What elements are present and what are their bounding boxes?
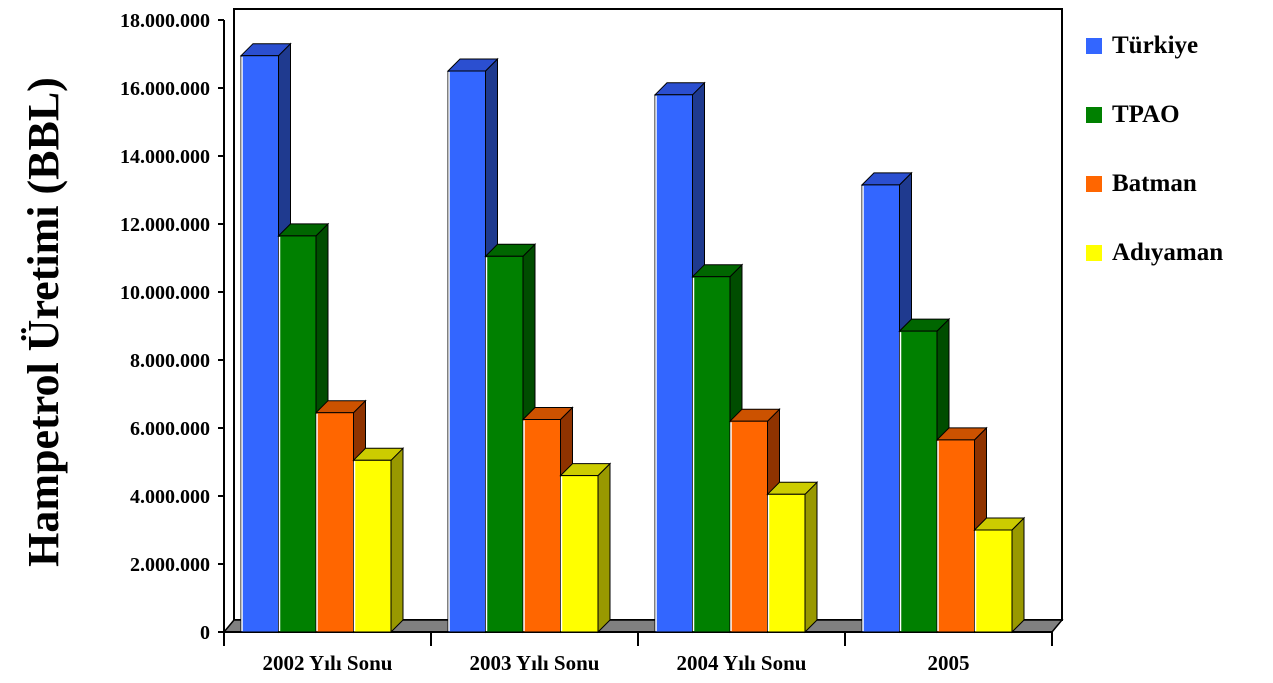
legend-swatch-tpao xyxy=(1086,107,1102,123)
bar-front xyxy=(936,439,975,633)
bar-front xyxy=(861,184,900,633)
legend-swatch-turkiye xyxy=(1086,38,1102,54)
bar xyxy=(860,171,913,634)
bar-front xyxy=(353,459,392,633)
y-tick-label: 10.000.000 xyxy=(120,282,210,304)
bars-group xyxy=(239,42,1026,634)
legend-item-tpao: TPAO xyxy=(1086,95,1180,135)
x-axis-ticks: 2002 Yılı Sonu 2003 Yılı Sonu 2004 Yılı So… xyxy=(223,632,1053,675)
y-tick-label: 6.000.000 xyxy=(130,418,210,440)
bar-front xyxy=(899,330,938,633)
bar-front xyxy=(560,475,599,633)
y-tick-label: 4.000.000 xyxy=(130,486,210,508)
bar-side xyxy=(804,481,818,634)
legend-item-adiyaman: Adıyaman xyxy=(1086,233,1223,273)
y-tick-label: 0 xyxy=(200,622,210,644)
y-tick-label: 2.000.000 xyxy=(130,554,210,576)
bar xyxy=(935,426,988,634)
y-axis-label: Hampetrol Üretimi (BBL) xyxy=(19,77,68,567)
bar-front xyxy=(278,235,317,633)
bar xyxy=(352,447,405,634)
legend-label-batman: Batman xyxy=(1112,170,1197,197)
legend-item-turkiye: Türkiye xyxy=(1086,26,1198,66)
bar-side xyxy=(1011,516,1025,634)
bar xyxy=(973,516,1026,634)
legend-swatch-adiyaman xyxy=(1086,245,1102,261)
bar xyxy=(559,462,612,634)
y-tick-label: 18.000.000 xyxy=(120,10,210,32)
y-axis-ticks: 0 2.000.000 4.000.000 6.000.000 8.000.000 10.… xyxy=(120,10,224,644)
bar-front xyxy=(974,529,1013,633)
x-tick-label: 2004 Yılı Sonu xyxy=(677,651,807,675)
bar-side xyxy=(390,447,404,634)
y-tick-label: 14.000.000 xyxy=(120,146,210,168)
bar-front xyxy=(522,419,561,633)
x-tick-label: 2002 Yılı Sonu xyxy=(263,651,393,675)
x-tick-label: 2003 Yılı Sonu xyxy=(470,651,600,675)
legend-label-turkiye: Türkiye xyxy=(1112,32,1199,59)
x-tick-label: 2005 xyxy=(928,651,970,675)
bar-front xyxy=(240,55,279,633)
legend-label-adiyaman: Adıyaman xyxy=(1112,239,1224,266)
bar-front xyxy=(729,420,768,633)
bar xyxy=(766,481,819,634)
bar xyxy=(653,81,706,634)
legend-item-batman: Batman xyxy=(1086,164,1197,204)
y-tick-label: 8.000.000 xyxy=(130,350,210,372)
bar-front xyxy=(767,493,806,633)
legend-label-tpao: TPAO xyxy=(1112,101,1180,128)
bar-front xyxy=(315,412,354,633)
bar-front xyxy=(692,276,731,633)
bar-front xyxy=(485,255,524,633)
legend-swatch-batman xyxy=(1086,176,1102,192)
bar-front xyxy=(654,94,693,633)
bar-side xyxy=(597,462,611,634)
y-tick-label: 16.000.000 xyxy=(120,78,210,100)
bar-front xyxy=(447,70,486,633)
y-tick-label: 12.000.000 xyxy=(120,214,210,236)
